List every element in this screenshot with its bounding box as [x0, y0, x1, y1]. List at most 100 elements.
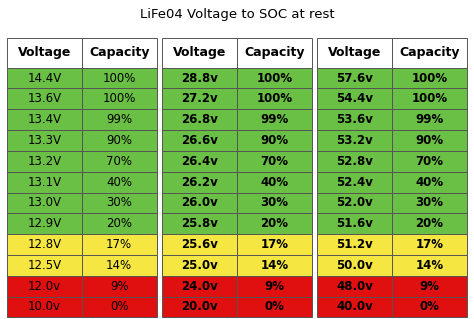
Text: LiFe04 Voltage to SOC at rest: LiFe04 Voltage to SOC at rest — [140, 8, 334, 21]
Text: 28.8v: 28.8v — [181, 71, 218, 85]
Text: 100%: 100% — [102, 92, 136, 105]
Text: 13.1V: 13.1V — [27, 175, 62, 189]
Text: 26.8v: 26.8v — [181, 113, 218, 126]
Text: 13.4V: 13.4V — [27, 113, 62, 126]
Text: 12.0v: 12.0v — [28, 280, 61, 293]
Text: 52.8v: 52.8v — [337, 155, 373, 168]
Text: 90%: 90% — [260, 134, 289, 147]
Text: 14%: 14% — [260, 259, 289, 272]
Text: 20%: 20% — [260, 217, 288, 230]
Text: 40.0v: 40.0v — [337, 300, 373, 314]
Bar — [318, 297, 392, 317]
Text: 9%: 9% — [110, 280, 128, 293]
Bar — [7, 192, 82, 213]
Bar — [82, 213, 156, 234]
Text: 100%: 100% — [411, 92, 447, 105]
Bar — [162, 276, 237, 297]
Bar — [392, 172, 467, 193]
Bar — [82, 68, 156, 88]
Text: 30%: 30% — [416, 197, 444, 210]
Bar — [392, 297, 467, 317]
Bar — [162, 109, 237, 130]
Bar — [162, 297, 237, 317]
Bar — [237, 192, 312, 213]
Bar — [392, 192, 467, 213]
Text: 54.4v: 54.4v — [336, 92, 374, 105]
Text: 17%: 17% — [416, 238, 444, 251]
Text: 12.8V: 12.8V — [27, 238, 62, 251]
Bar — [318, 68, 392, 88]
Text: 12.5V: 12.5V — [27, 259, 62, 272]
Text: 100%: 100% — [256, 92, 292, 105]
Bar — [237, 68, 312, 88]
Bar — [392, 68, 467, 88]
Bar — [392, 130, 467, 151]
Bar — [237, 151, 312, 172]
Bar — [318, 213, 392, 234]
Bar — [7, 213, 82, 234]
Text: 13.0V: 13.0V — [27, 197, 62, 210]
Bar — [162, 172, 237, 193]
Bar — [7, 297, 82, 317]
Bar — [392, 151, 467, 172]
Text: 48.0v: 48.0v — [337, 280, 373, 293]
Bar — [7, 109, 82, 130]
Text: 40%: 40% — [106, 175, 132, 189]
Text: 27.2v: 27.2v — [182, 92, 218, 105]
Text: Voltage: Voltage — [328, 47, 382, 59]
Bar — [392, 234, 467, 255]
Bar — [162, 88, 237, 109]
Text: 17%: 17% — [260, 238, 288, 251]
Bar — [237, 172, 312, 193]
Bar — [82, 109, 156, 130]
Text: 53.6v: 53.6v — [337, 113, 373, 126]
Text: 51.2v: 51.2v — [337, 238, 373, 251]
Bar — [82, 297, 156, 317]
Bar — [82, 255, 156, 276]
Bar — [237, 88, 312, 109]
Text: 26.2v: 26.2v — [181, 175, 218, 189]
Bar — [237, 213, 312, 234]
Bar — [162, 234, 237, 255]
Bar — [318, 255, 392, 276]
Text: 30%: 30% — [260, 197, 288, 210]
Bar — [162, 213, 237, 234]
Bar — [82, 88, 156, 109]
Text: 13.3V: 13.3V — [27, 134, 62, 147]
Text: 99%: 99% — [260, 113, 289, 126]
Text: 25.8v: 25.8v — [181, 217, 218, 230]
Bar — [237, 255, 312, 276]
Bar — [237, 109, 312, 130]
Bar — [7, 255, 82, 276]
Bar — [392, 255, 467, 276]
Bar — [162, 38, 237, 68]
Bar — [237, 234, 312, 255]
Text: 70%: 70% — [416, 155, 444, 168]
Bar — [318, 172, 392, 193]
Text: 0%: 0% — [264, 300, 284, 314]
Bar — [318, 276, 392, 297]
Bar — [82, 38, 156, 68]
Text: 0%: 0% — [110, 300, 128, 314]
Bar — [237, 130, 312, 151]
Text: 10.0v: 10.0v — [28, 300, 61, 314]
Text: Voltage: Voltage — [18, 47, 71, 59]
Text: 100%: 100% — [102, 71, 136, 85]
Text: 52.0v: 52.0v — [337, 197, 373, 210]
Bar — [318, 109, 392, 130]
Text: 20%: 20% — [416, 217, 444, 230]
Bar — [82, 130, 156, 151]
Bar — [82, 234, 156, 255]
Bar — [392, 213, 467, 234]
Text: 25.6v: 25.6v — [181, 238, 218, 251]
Bar — [162, 151, 237, 172]
Text: 26.4v: 26.4v — [181, 155, 218, 168]
Bar — [237, 38, 312, 68]
Text: 40%: 40% — [415, 175, 444, 189]
Bar — [162, 192, 237, 213]
Bar — [392, 38, 467, 68]
Text: 17%: 17% — [106, 238, 132, 251]
Text: Capacity: Capacity — [244, 47, 305, 59]
Bar — [162, 255, 237, 276]
Text: Voltage: Voltage — [173, 47, 226, 59]
